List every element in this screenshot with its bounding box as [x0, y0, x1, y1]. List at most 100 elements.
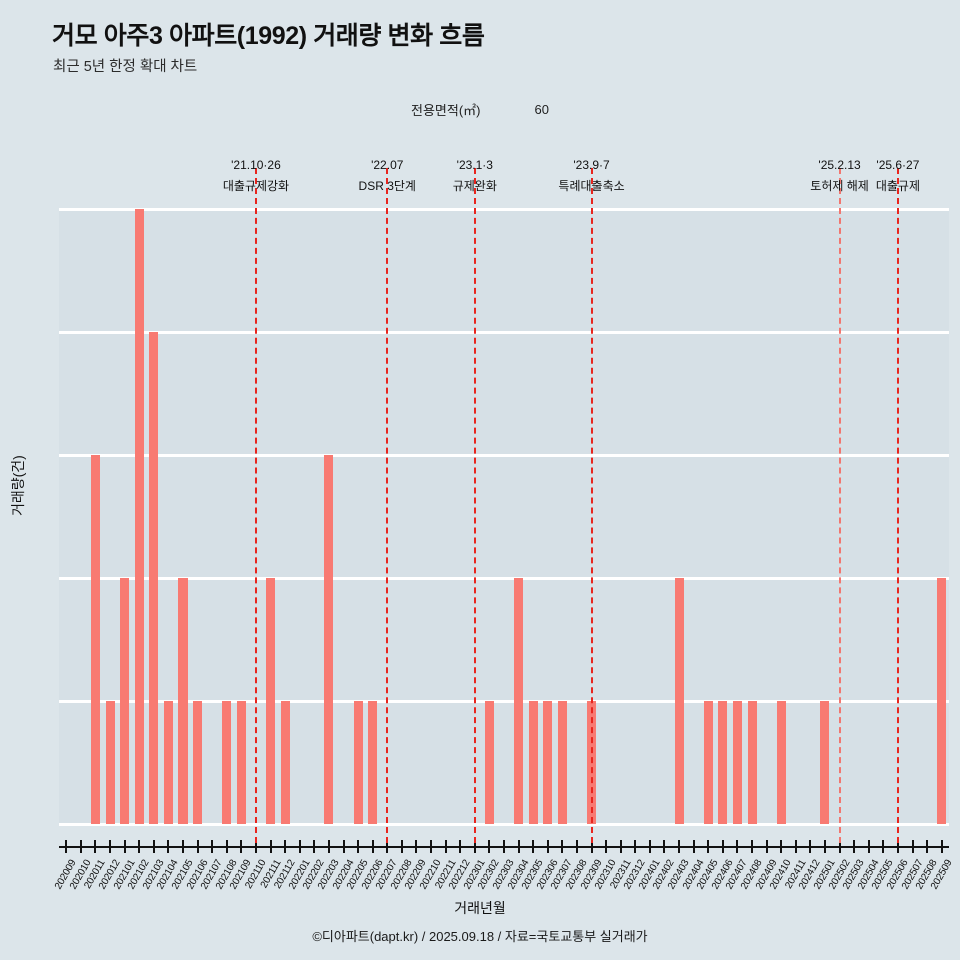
x-tick	[152, 840, 155, 853]
x-tick	[444, 840, 447, 853]
event-label: '25.2.13 토허제 해제	[810, 158, 869, 194]
x-tick	[663, 840, 666, 853]
page-title: 거모 아주3 아파트(1992) 거래량 변화 흐름	[52, 22, 485, 50]
bar	[105, 701, 115, 824]
bar	[543, 701, 553, 824]
event-label: '25.6·27 대출규제	[876, 158, 920, 194]
event-label: '21.10·26 대출규제강화	[223, 158, 289, 194]
x-tick	[575, 840, 578, 853]
x-tick	[386, 840, 389, 853]
chart-legend: 전용면적(㎡) 60	[0, 98, 960, 120]
bar	[120, 578, 130, 824]
x-tick	[882, 840, 885, 853]
x-tick	[138, 840, 141, 853]
x-tick	[488, 840, 491, 853]
bar	[514, 578, 524, 824]
bar	[368, 701, 378, 824]
bar	[149, 332, 159, 824]
legend-swatch-60	[490, 98, 520, 120]
x-tick	[196, 840, 199, 853]
x-tick	[400, 840, 403, 853]
x-tick	[269, 840, 272, 853]
x-tick	[211, 840, 214, 853]
gridline	[59, 822, 949, 826]
x-tick	[838, 840, 841, 853]
bar	[674, 578, 684, 824]
event-line	[473, 168, 476, 843]
bar	[266, 578, 276, 824]
x-tick	[561, 840, 564, 853]
bar	[178, 578, 188, 824]
event-line	[896, 168, 899, 843]
x-tick	[284, 840, 287, 853]
x-tick	[65, 840, 68, 853]
x-tick	[911, 840, 914, 853]
bar	[747, 701, 757, 824]
event-description: 특례대출축소	[558, 179, 625, 193]
x-tick	[254, 840, 257, 853]
gridline	[59, 699, 949, 703]
x-tick	[459, 840, 462, 853]
event-date: '23.1·3	[456, 158, 493, 172]
event-description: 토허제 해제	[810, 179, 869, 193]
event-line	[838, 168, 841, 843]
bar	[732, 701, 742, 824]
x-tick	[371, 840, 374, 853]
bar	[324, 455, 334, 824]
event-date: '25.2.13	[818, 158, 861, 172]
bar	[280, 701, 290, 824]
x-tick	[517, 840, 520, 853]
event-description: 대출규제	[875, 179, 921, 193]
event-date: '25.6·27	[876, 158, 920, 172]
event-label: '22.07 DSR 3단계	[359, 158, 416, 194]
bar	[236, 701, 246, 824]
y-axis-label: 거래량(건)	[10, 455, 26, 516]
x-axis-label: 거래년월	[454, 900, 506, 916]
x-tick	[940, 840, 943, 853]
bar	[820, 701, 830, 824]
footer-credit: ©디아파트(dapt.kr) / 2025.09.18 / 자료=국토교통부 실…	[312, 929, 648, 944]
x-tick	[94, 840, 97, 853]
page-subtitle: 최근 5년 한정 확대 차트	[53, 59, 198, 75]
bar	[528, 701, 538, 824]
x-tick	[357, 840, 360, 853]
x-tick	[678, 840, 681, 853]
x-tick	[298, 840, 301, 853]
x-tick	[648, 840, 651, 853]
x-tick	[707, 840, 710, 853]
x-tick	[109, 840, 112, 853]
x-tick	[823, 840, 826, 853]
x-tick	[721, 840, 724, 853]
gridline	[59, 330, 949, 334]
bar	[703, 701, 713, 824]
bar	[937, 578, 947, 824]
plot-area	[59, 207, 949, 826]
bar	[90, 455, 100, 824]
event-description: 대출규제강화	[222, 179, 290, 193]
bar	[557, 701, 567, 824]
event-date: '21.10·26	[231, 158, 281, 172]
x-tick	[692, 840, 695, 853]
x-tick	[240, 840, 243, 853]
event-line	[590, 168, 593, 843]
x-tick	[473, 840, 476, 853]
event-description: DSR 3단계	[358, 179, 416, 193]
x-tick	[634, 840, 637, 853]
x-tick	[794, 840, 797, 853]
event-date: '23.9·7	[573, 158, 610, 172]
bar	[353, 701, 363, 824]
legend-title: 전용면적(㎡)	[411, 102, 481, 118]
x-tick	[415, 840, 418, 853]
x-tick	[853, 840, 856, 853]
x-tick	[327, 840, 330, 853]
x-tick	[123, 840, 126, 853]
x-tick	[546, 840, 549, 853]
event-label: '23.1·3 규제완화	[453, 158, 497, 194]
x-tick	[780, 840, 783, 853]
event-line	[386, 168, 389, 843]
x-tick	[225, 840, 228, 853]
bar	[222, 701, 232, 824]
x-tick	[619, 840, 622, 853]
bar	[718, 701, 728, 824]
x-tick	[751, 840, 754, 853]
